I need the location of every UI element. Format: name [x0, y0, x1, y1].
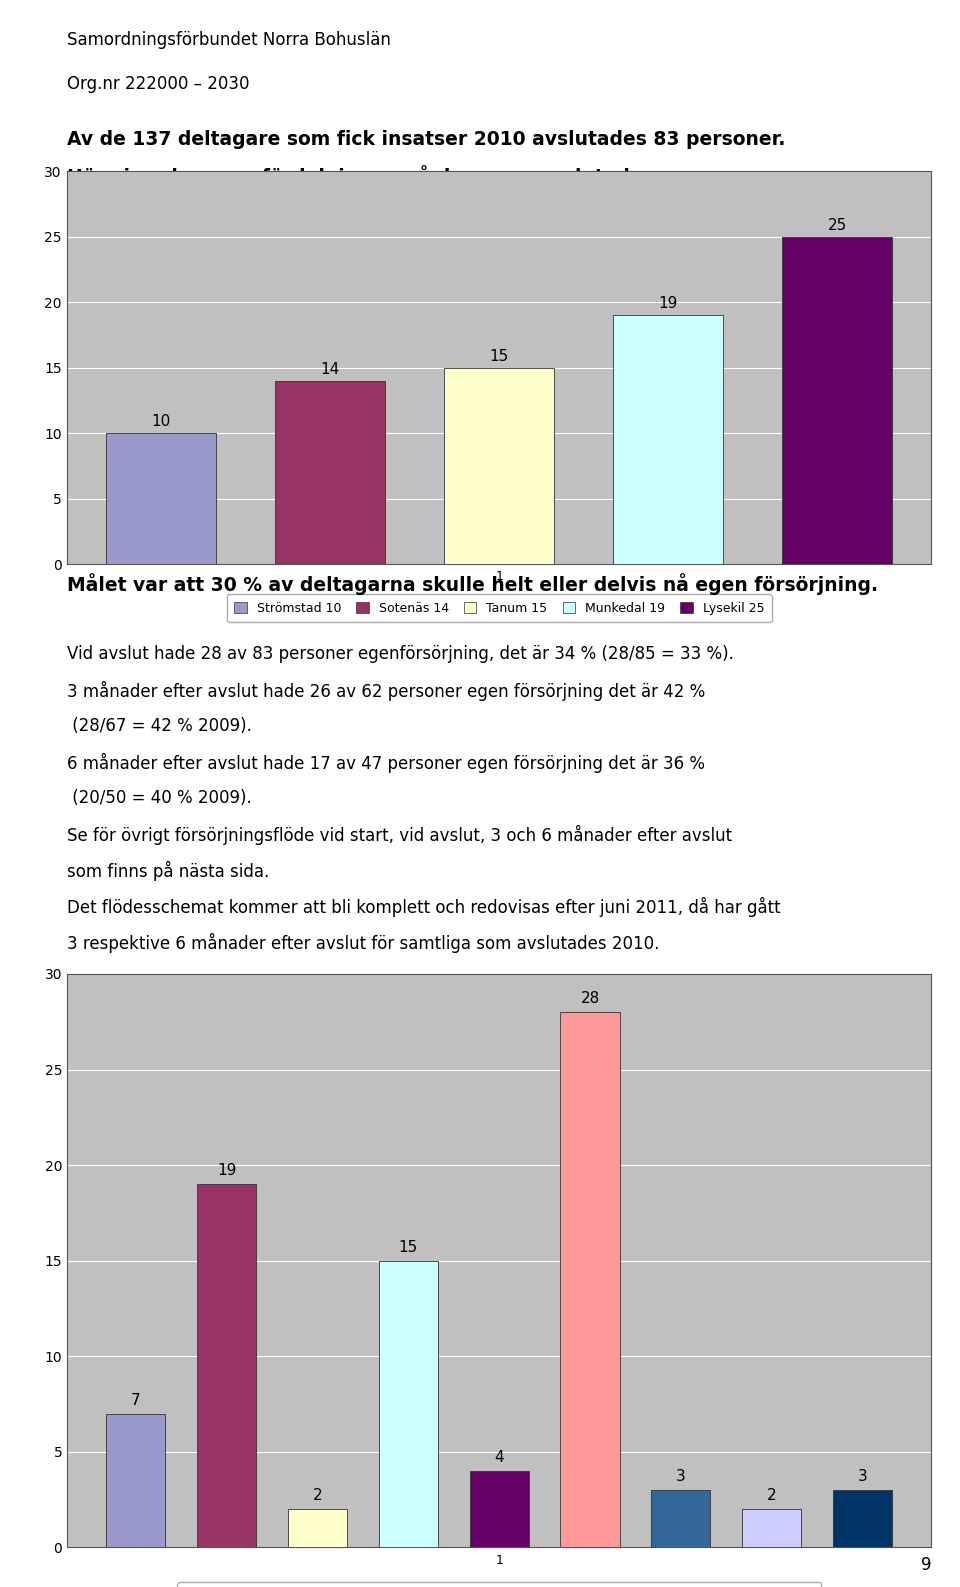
Text: Det flödesschemat kommer att bli komplett och redovisas efter juni 2011, då har : Det flödesschemat kommer att bli komplet…: [67, 897, 780, 917]
Bar: [444, 368, 554, 565]
Text: 28: 28: [581, 992, 600, 1006]
Text: (20/50 = 40 % 2009).: (20/50 = 40 % 2009).: [67, 789, 252, 806]
Text: 3 respektive 6 månader efter avslut för samtliga som avslutades 2010.: 3 respektive 6 månader efter avslut för …: [67, 933, 660, 954]
Text: 19: 19: [659, 297, 678, 311]
Bar: [469, 1471, 529, 1547]
Text: Här visas kommunfördelningen på dem som avslutades.: Här visas kommunfördelningen på dem som …: [67, 165, 660, 187]
Bar: [833, 1490, 892, 1547]
Text: 9: 9: [921, 1557, 931, 1574]
Text: 6 månader efter avslut hade 17 av 47 personer egen försörjning det är 36 %: 6 månader efter avslut hade 17 av 47 per…: [67, 752, 706, 773]
Text: 2: 2: [313, 1489, 323, 1503]
Text: 25: 25: [828, 217, 847, 233]
Text: 2: 2: [767, 1489, 777, 1503]
Text: 3: 3: [857, 1470, 867, 1484]
Bar: [651, 1490, 710, 1547]
Legend: Arbete 7, Arbete med Af-stöd 19, Utbildning 2, Aktuella hos AF 15, Rehab arbetsf: Arbete 7, Arbete med Af-stöd 19, Utbildn…: [177, 1582, 822, 1587]
Bar: [276, 381, 385, 565]
Bar: [288, 1509, 348, 1547]
Text: Org.nr 222000 – 2030: Org.nr 222000 – 2030: [67, 76, 250, 94]
Text: 3: 3: [676, 1470, 685, 1484]
Text: 7: 7: [132, 1393, 141, 1408]
Bar: [561, 1013, 619, 1547]
Bar: [782, 236, 892, 565]
Text: Vid avslut hade 28 av 83 personer egenförsörjning, det är 34 % (28/85 = 33 %).: Vid avslut hade 28 av 83 personer egenfö…: [67, 644, 734, 663]
Text: 1: 1: [495, 570, 503, 584]
Text: 15: 15: [398, 1239, 418, 1255]
Text: 1: 1: [495, 1554, 503, 1568]
Text: Av de 137 deltagare som fick insatser 2010 avslutades 83 personer.: Av de 137 deltagare som fick insatser 20…: [67, 130, 785, 149]
Text: Målet var att 30 % av deltagarna skulle helt eller delvis nå egen försörjning.: Målet var att 30 % av deltagarna skulle …: [67, 573, 878, 595]
Text: (28/67 = 42 % 2009).: (28/67 = 42 % 2009).: [67, 717, 252, 735]
Bar: [613, 316, 723, 565]
Bar: [379, 1260, 438, 1547]
Bar: [197, 1184, 256, 1547]
Text: 10: 10: [152, 414, 171, 430]
Text: som finns på nästa sida.: som finns på nästa sida.: [67, 860, 270, 881]
Text: 4: 4: [494, 1451, 504, 1465]
Bar: [742, 1509, 802, 1547]
Text: Se för övrigt försörjningsflöde vid start, vid avslut, 3 och 6 månader efter avs: Se för övrigt försörjningsflöde vid star…: [67, 825, 732, 844]
Legend: Strömstad 10, Sotenäs 14, Tanum 15, Munkedal 19, Lysekil 25: Strömstad 10, Sotenäs 14, Tanum 15, Munk…: [227, 594, 772, 622]
Text: 19: 19: [217, 1163, 236, 1179]
Text: 3 månader efter avslut hade 26 av 62 personer egen försörjning det är 42 %: 3 månader efter avslut hade 26 av 62 per…: [67, 681, 706, 701]
Text: Situationen för de 83 som avslutades under 2010 var följande:: Situationen för de 83 som avslutades und…: [67, 1005, 732, 1024]
Text: 15: 15: [490, 349, 509, 363]
Text: 14: 14: [321, 362, 340, 378]
Text: Samordningsförbundet Norra Bohuslän: Samordningsförbundet Norra Bohuslän: [67, 32, 391, 49]
Bar: [107, 1414, 165, 1547]
Bar: [107, 433, 216, 565]
